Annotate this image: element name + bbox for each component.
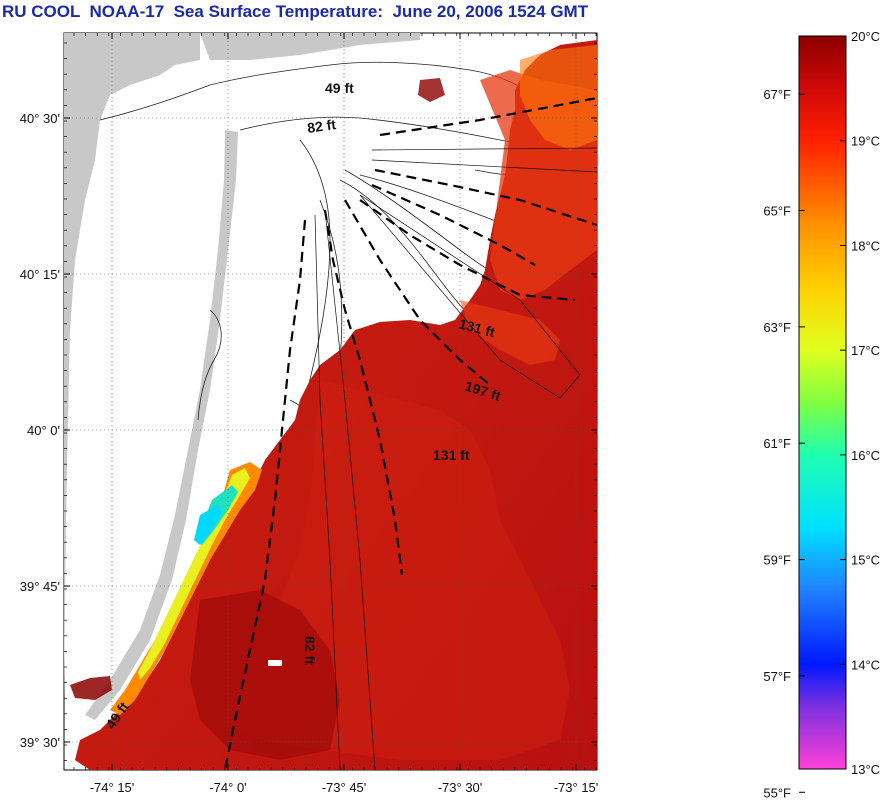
colorbar-f-label: 59°F	[763, 553, 791, 568]
map-panel: 40° 30' 40° 15' 40° 0' 39° 45' 39° 30' -74° …	[20, 32, 599, 795]
lat-tick-label: 40° 0'	[27, 423, 60, 438]
latitude-axis: 40° 30' 40° 15' 40° 0' 39° 45' 39° 30'	[20, 42, 597, 761]
contour-label-82ft-north: 82 ft	[306, 116, 337, 136]
lat-tick-label: 39° 45'	[20, 579, 60, 594]
colorbar-c-label: 19°C	[851, 134, 880, 149]
colorbar-c-label: 14°C	[851, 657, 880, 672]
land-mass	[64, 33, 200, 700]
colorbar-c-label: 20°C	[851, 29, 880, 44]
barrier-island	[85, 130, 238, 720]
lon-tick-label: -73° 30'	[438, 780, 483, 795]
colorbar-fahrenheit-labels: 67°F 65°F 63°F 61°F 59°F 57°F 55°F	[763, 87, 805, 800]
colorbar-f-label: 55°F	[763, 785, 791, 800]
colorbar-c-label: 13°C	[851, 762, 880, 777]
colorbar-f-label: 65°F	[763, 204, 791, 219]
colorbar-c-label: 15°C	[851, 553, 880, 568]
colorbar-c-label: 16°C	[851, 448, 880, 463]
longitude-axis: -74° 15' -74° 0' -73° 45' -73° 30' -73° 15'	[73, 33, 599, 795]
contour-label-131ft-south: 131 ft	[433, 447, 470, 463]
colorbar-c-label: 17°C	[851, 343, 880, 358]
map-title: RU COOL NOAA-17 Sea Surface Temperature:…	[2, 2, 589, 21]
colorbar-f-label: 63°F	[763, 320, 791, 335]
lat-tick-label: 39° 30'	[20, 735, 60, 750]
transect-lines	[314, 147, 597, 770]
colorbar-f-label: 67°F	[763, 87, 791, 102]
contour-label-82ft-south: 82 ft	[302, 636, 318, 665]
sst-warm-water	[70, 40, 597, 770]
lon-tick-label: -73° 45'	[322, 780, 367, 795]
colorbar-celsius-labels: 20°C 19°C 18°C 17°C 16°C 15°C 14°C 13°C	[840, 29, 880, 777]
lon-tick-label: -74° 0'	[209, 780, 246, 795]
lat-tick-label: 40° 30'	[20, 111, 60, 126]
colorbar-f-label: 57°F	[763, 669, 791, 684]
lat-tick-label: 40° 15'	[20, 267, 60, 282]
contour-label-49ft-north: 49 ft	[325, 80, 354, 96]
land-mass-north	[200, 33, 420, 60]
lon-tick-label: -74° 15'	[90, 780, 135, 795]
colorbar: 67°F 65°F 63°F 61°F 59°F 57°F 55°F 20°C 19°C 18°…	[763, 29, 880, 800]
colorbar-c-label: 18°C	[851, 238, 880, 253]
lon-tick-label: -73° 15'	[554, 780, 599, 795]
colorbar-bar	[798, 35, 847, 770]
colorbar-f-label: 61°F	[763, 436, 791, 451]
graticule	[64, 33, 597, 770]
